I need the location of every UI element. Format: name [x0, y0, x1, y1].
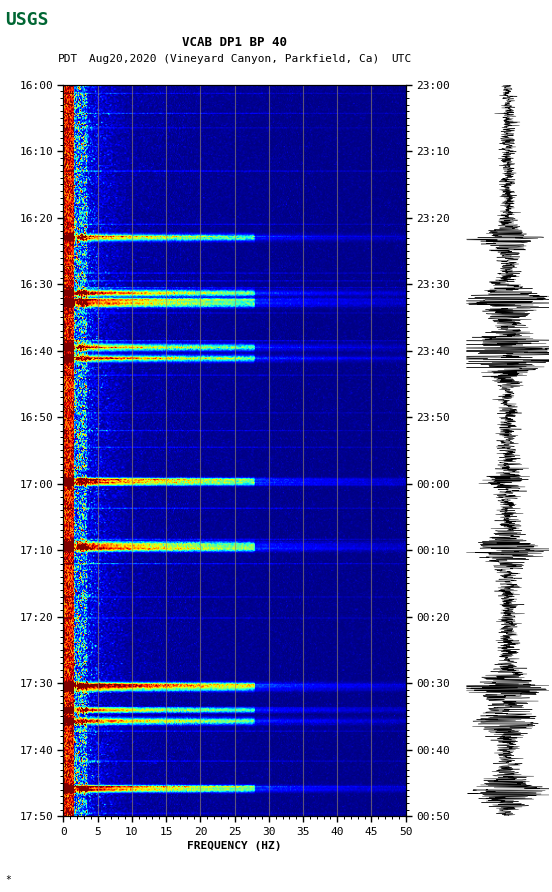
Text: PDT: PDT — [58, 54, 78, 64]
Text: *: * — [6, 875, 12, 885]
Text: USGS: USGS — [6, 11, 49, 29]
Text: UTC: UTC — [391, 54, 411, 64]
Text: Aug20,2020 (Vineyard Canyon, Parkfield, Ca): Aug20,2020 (Vineyard Canyon, Parkfield, … — [89, 54, 380, 64]
Text: VCAB DP1 BP 40: VCAB DP1 BP 40 — [182, 36, 287, 49]
X-axis label: FREQUENCY (HZ): FREQUENCY (HZ) — [187, 841, 282, 851]
